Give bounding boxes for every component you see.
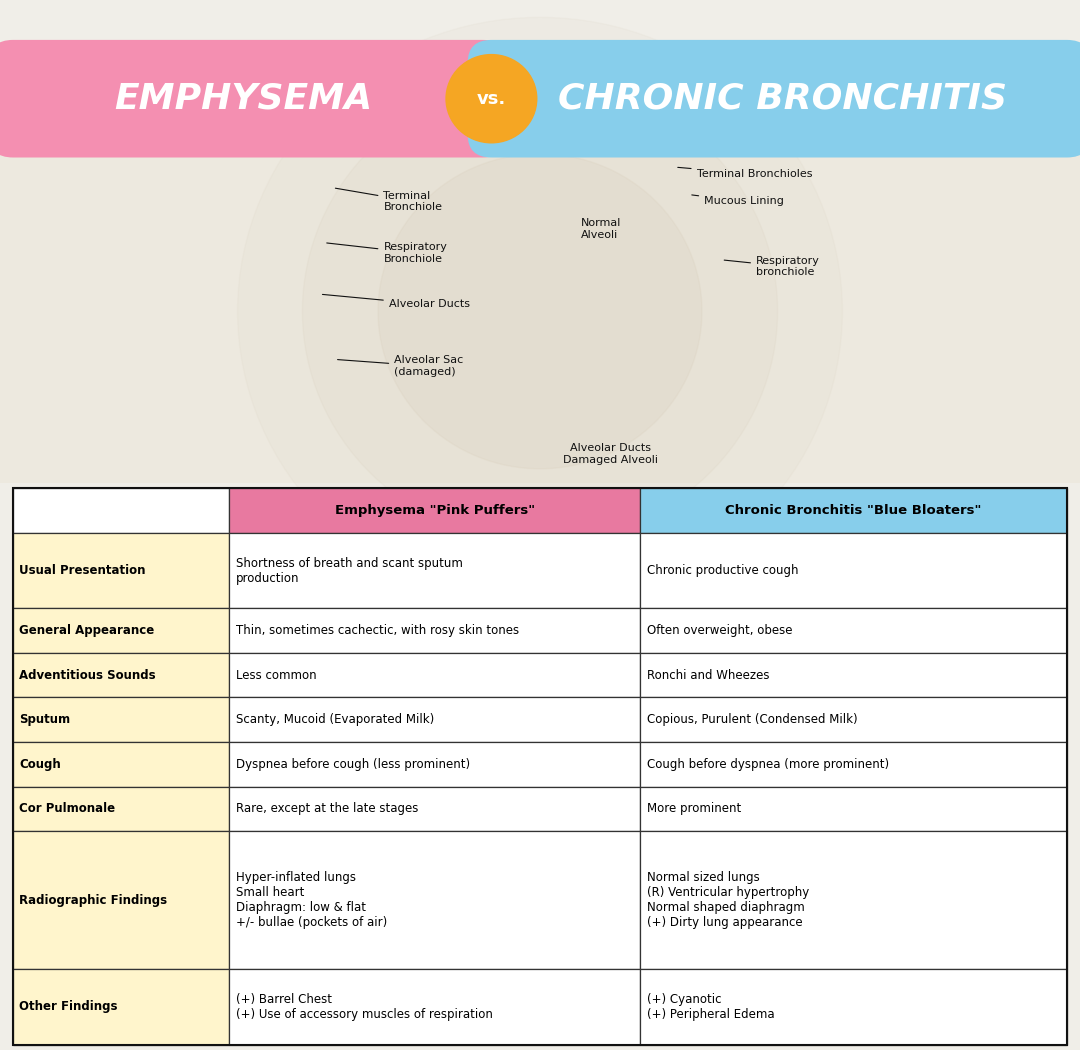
Text: Thin, sometimes cachectic, with rosy skin tones: Thin, sometimes cachectic, with rosy ski… (235, 624, 518, 637)
Bar (640, 742, 1067, 786)
Bar (13, 786, 229, 831)
Text: Mucous Lining: Mucous Lining (692, 195, 784, 207)
FancyBboxPatch shape (0, 40, 507, 158)
Text: Scanty, Mucoid (Evaporated Milk): Scanty, Mucoid (Evaporated Milk) (235, 713, 434, 727)
Bar (229, 697, 640, 742)
Text: More prominent: More prominent (647, 802, 741, 815)
Text: Copious, Purulent (Condensed Milk): Copious, Purulent (Condensed Milk) (647, 713, 858, 727)
Bar (0, 140, 1080, 483)
Bar (13, 742, 229, 786)
Text: Terminal
Bronchiole: Terminal Bronchiole (336, 188, 443, 212)
Text: (+) Cyanotic
(+) Peripheral Edema: (+) Cyanotic (+) Peripheral Edema (647, 993, 774, 1021)
Circle shape (238, 17, 842, 605)
Circle shape (302, 80, 778, 542)
Bar (229, 786, 640, 831)
Text: General Appearance: General Appearance (19, 624, 154, 637)
Bar (229, 653, 640, 697)
Text: Normal sized lungs
(R) Ventricular hypertrophy
Normal shaped diaphragm
(+) Dirty: Normal sized lungs (R) Ventricular hyper… (647, 872, 809, 929)
Bar (13, 697, 229, 742)
Text: vs.: vs. (476, 89, 507, 108)
Text: Other Findings: Other Findings (19, 1001, 118, 1013)
Text: Chronic productive cough: Chronic productive cough (647, 564, 798, 578)
Text: Emphysema "Pink Puffers": Emphysema "Pink Puffers" (335, 504, 535, 517)
Bar (640, 697, 1067, 742)
Bar (229, 488, 640, 532)
Bar (229, 969, 640, 1045)
Text: Less common: Less common (235, 669, 316, 681)
Text: Alveolar Ducts: Alveolar Ducts (323, 294, 470, 310)
Text: Normal
Alveoli: Normal Alveoli (581, 218, 621, 239)
Text: Respiratory
bronchiole: Respiratory bronchiole (725, 256, 820, 277)
Text: EMPHYSEMA: EMPHYSEMA (113, 82, 373, 116)
Text: Alveolar Sac
(damaged): Alveolar Sac (damaged) (338, 356, 463, 377)
Bar (13, 532, 229, 608)
Bar (640, 608, 1067, 653)
Bar (229, 742, 640, 786)
Bar (640, 786, 1067, 831)
Text: Cough before dyspnea (more prominent): Cough before dyspnea (more prominent) (647, 758, 889, 771)
Bar (640, 532, 1067, 608)
Bar (13, 488, 1067, 1045)
Bar (229, 831, 640, 969)
Text: Cor Pulmonale: Cor Pulmonale (19, 802, 116, 815)
Bar (640, 831, 1067, 969)
Text: Ronchi and Wheezes: Ronchi and Wheezes (647, 669, 769, 681)
Text: Terminal Bronchioles: Terminal Bronchioles (678, 167, 812, 178)
Text: Usual Presentation: Usual Presentation (19, 564, 146, 578)
Text: CHRONIC BRONCHITIS: CHRONIC BRONCHITIS (558, 82, 1008, 116)
Bar (13, 488, 229, 532)
Text: Chronic Bronchitis "Blue Bloaters": Chronic Bronchitis "Blue Bloaters" (726, 504, 982, 517)
Bar (13, 653, 229, 697)
FancyBboxPatch shape (468, 40, 1080, 158)
Circle shape (378, 153, 702, 468)
Text: Shortness of breath and scant sputum
production: Shortness of breath and scant sputum pro… (235, 556, 462, 585)
Bar (13, 969, 229, 1045)
Text: Adventitious Sounds: Adventitious Sounds (19, 669, 157, 681)
Text: Cough: Cough (19, 758, 62, 771)
Text: Hyper-inflated lungs
Small heart
Diaphragm: low & flat
+/- bullae (pockets of ai: Hyper-inflated lungs Small heart Diaphra… (235, 872, 387, 929)
Text: Alveolar Ducts
Damaged Alveoli: Alveolar Ducts Damaged Alveoli (563, 443, 658, 464)
Bar (13, 831, 229, 969)
Bar (229, 532, 640, 608)
Bar (229, 608, 640, 653)
Text: Often overweight, obese: Often overweight, obese (647, 624, 792, 637)
Text: Rare, except at the late stages: Rare, except at the late stages (235, 802, 418, 815)
Bar (640, 969, 1067, 1045)
Bar (13, 608, 229, 653)
Text: Sputum: Sputum (19, 713, 70, 727)
Circle shape (446, 55, 537, 143)
Text: (+) Barrel Chest
(+) Use of accessory muscles of respiration: (+) Barrel Chest (+) Use of accessory mu… (235, 993, 492, 1021)
Bar (640, 488, 1067, 532)
Bar (640, 653, 1067, 697)
Text: Dyspnea before cough (less prominent): Dyspnea before cough (less prominent) (235, 758, 470, 771)
Text: Radiographic Findings: Radiographic Findings (19, 894, 167, 906)
Text: Respiratory
Bronchiole: Respiratory Bronchiole (327, 243, 447, 264)
